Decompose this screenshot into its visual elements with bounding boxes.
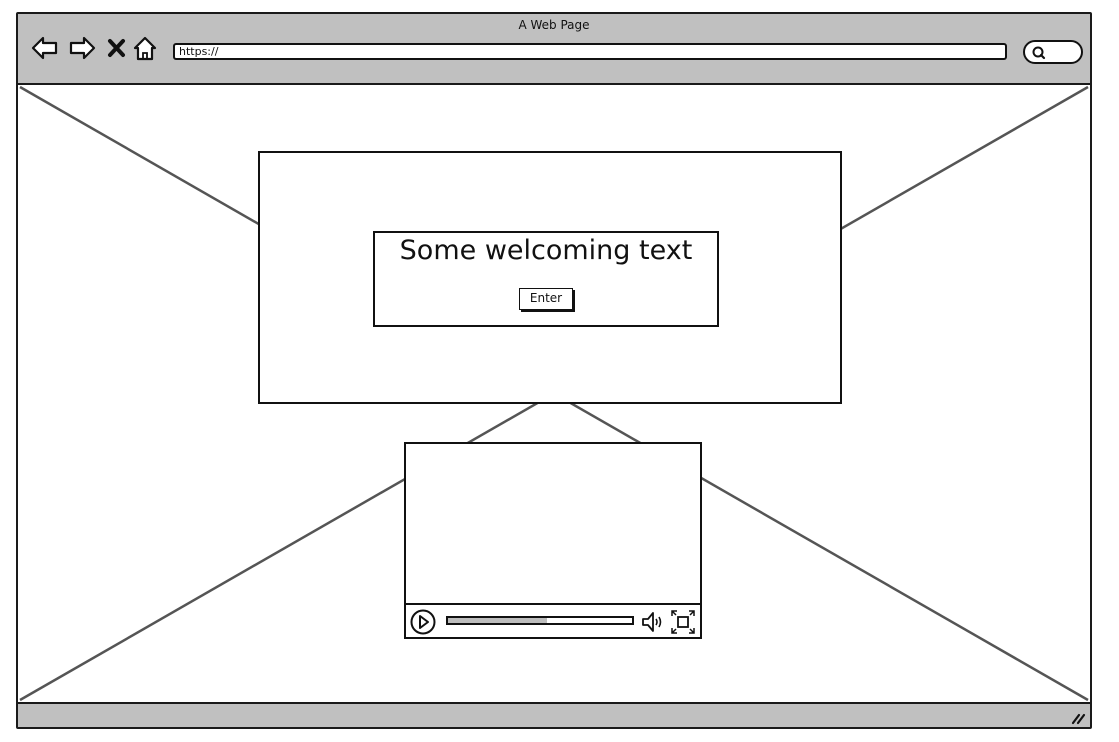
search-icon: [1032, 46, 1046, 60]
seek-bar[interactable]: [446, 616, 634, 625]
window-title: A Web Page: [518, 18, 590, 32]
enter-button[interactable]: Enter: [519, 288, 573, 310]
resize-grip-icon: [1071, 713, 1086, 725]
url-input[interactable]: https://: [173, 43, 1007, 60]
resize-grip[interactable]: [1070, 709, 1086, 725]
close-x-icon: [108, 39, 125, 57]
status-bar: [18, 702, 1090, 727]
video-controls: [406, 603, 700, 637]
play-button[interactable]: [410, 609, 436, 635]
welcome-panel: Some welcoming text Enter: [258, 151, 842, 404]
volume-icon: [642, 612, 662, 632]
back-button[interactable]: [31, 35, 59, 61]
page-viewport: Some welcoming text Enter: [18, 85, 1090, 702]
play-icon: [410, 609, 436, 635]
browser-toolbar: A Web Page https://: [18, 14, 1090, 85]
stop-button[interactable]: [106, 35, 128, 61]
welcome-box: Some welcoming text Enter: [373, 231, 719, 327]
back-arrow-icon: [31, 36, 58, 60]
forward-button[interactable]: [68, 35, 96, 61]
welcome-text: Some welcoming text: [399, 235, 693, 266]
video-player[interactable]: [404, 442, 702, 639]
forward-arrow-icon: [69, 36, 96, 60]
volume-button[interactable]: [640, 609, 666, 635]
fullscreen-icon: [671, 610, 695, 634]
fullscreen-button[interactable]: [670, 609, 696, 635]
search-button[interactable]: [1023, 40, 1083, 64]
home-button[interactable]: [132, 35, 158, 61]
home-icon: [133, 36, 157, 61]
browser-window: A Web Page https://: [16, 12, 1092, 729]
seek-progress: [448, 618, 548, 623]
